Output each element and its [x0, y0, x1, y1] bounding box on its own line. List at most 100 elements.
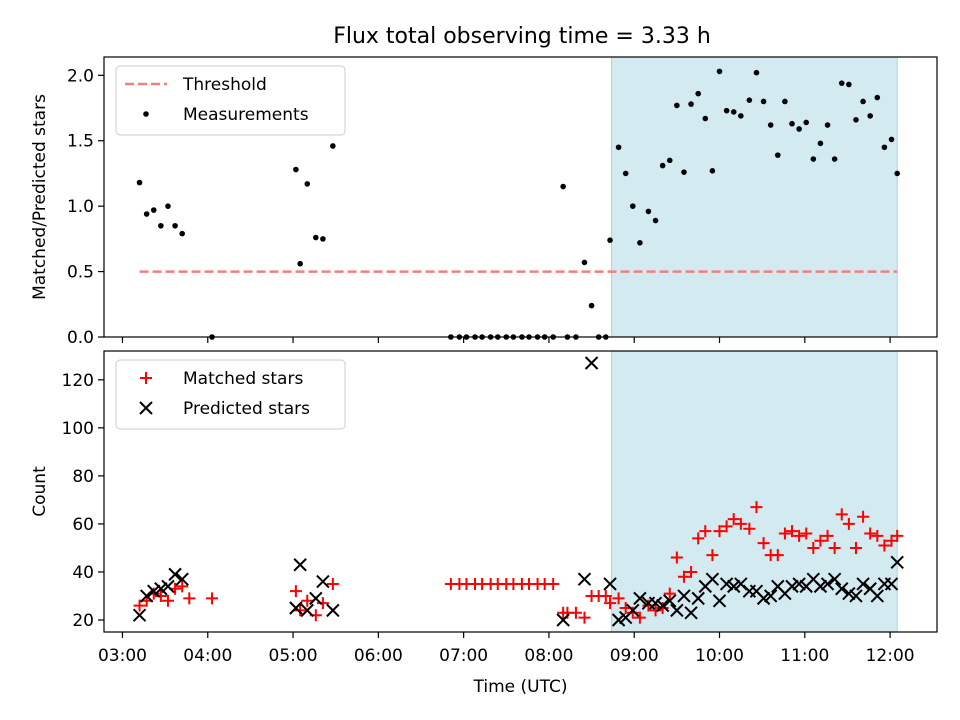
data-point-matched [633, 611, 646, 624]
legend-predicted-swatch [139, 401, 153, 415]
data-point-matched [706, 549, 719, 562]
data-point-matched [720, 520, 733, 533]
data-point-matched [183, 592, 196, 605]
data-point-predicted [603, 577, 617, 591]
data-point-measurement [753, 69, 760, 76]
data-point-measurement [560, 183, 566, 190]
data-point-measurement [588, 302, 595, 309]
data-point-matched [176, 580, 189, 593]
data-point-measurement [774, 152, 781, 158]
data-point-measurement [789, 120, 795, 127]
data-point-measurement [760, 98, 767, 105]
data-point-predicted [727, 579, 741, 594]
data-point-matched [771, 549, 784, 562]
data-point-measurement [688, 101, 694, 107]
data-point-matched [626, 606, 639, 619]
data-point-matched [599, 589, 612, 602]
data-point-measurement [304, 181, 311, 187]
legend-matched-swatch [140, 372, 152, 384]
top-panel-ratio-plot: 0.0 0.5 1.0 1.5 2.0 Matched/Predicted stars Th… [30, 56, 938, 348]
data-point-predicted [785, 579, 799, 594]
series-measurements [136, 68, 900, 340]
y-tick-label: 1.5 [67, 132, 94, 152]
data-point-predicted [792, 577, 806, 591]
data-point-matched [289, 585, 302, 598]
x-tick-label: 03:00 [98, 646, 147, 666]
x-tick-label: 07:00 [439, 646, 488, 666]
data-point-measurement [172, 222, 178, 229]
legend: Threshold Measurements [115, 65, 346, 136]
data-point-matched [663, 587, 676, 600]
data-point-measurement [165, 203, 171, 209]
data-point-measurement [674, 102, 680, 109]
data-point-matched [569, 606, 582, 619]
data-point-predicted [663, 594, 677, 608]
legend-box [115, 359, 346, 430]
data-point-predicted [300, 603, 314, 618]
data-point-matched [807, 541, 820, 554]
data-point-measurement [695, 90, 701, 97]
data-point-predicted [556, 613, 570, 627]
series-matched-stars [133, 501, 904, 624]
data-point-measurement [702, 115, 709, 122]
data-point-predicted [132, 608, 147, 622]
data-point-measurement [666, 157, 673, 164]
data-point-matched [161, 594, 174, 607]
data-point-matched [326, 577, 339, 590]
data-point-measurement [150, 207, 157, 213]
legend: Matched stars Predicted stars [115, 359, 346, 430]
y-tick-label: 100 [62, 419, 94, 439]
x-tick-label: 06:00 [354, 646, 403, 666]
data-point-measurement [622, 170, 629, 177]
shaded-observing-span [610, 56, 898, 338]
x-tick-label: 05:00 [269, 646, 318, 666]
data-point-predicted [763, 589, 778, 603]
data-point-matched [864, 527, 877, 540]
data-point-measurement [888, 136, 895, 143]
data-point-measurement [810, 156, 817, 162]
data-point-predicted [827, 572, 842, 586]
data-point-measurement [874, 94, 881, 101]
axes-frame [103, 56, 938, 338]
x-tick-label: 12:00 [866, 646, 915, 666]
y-tick-label: 120 [62, 371, 94, 391]
data-point-measurement [659, 162, 666, 169]
x-tick-label: 11:00 [780, 646, 829, 666]
data-point-measurement [716, 68, 723, 75]
data-point-matched [692, 532, 705, 545]
data-point-matched [793, 529, 806, 542]
data-point-predicted [584, 356, 599, 370]
data-point-predicted [633, 591, 647, 606]
data-point-matched [727, 513, 740, 526]
data-point-predicted [139, 589, 154, 603]
data-point-predicted [577, 572, 592, 586]
data-point-measurement [330, 143, 336, 149]
data-point-measurement [853, 117, 859, 123]
data-point-matched [649, 604, 662, 617]
data-point-matched [685, 565, 698, 578]
data-point-measurement [730, 109, 737, 115]
data-point-predicted [175, 572, 189, 586]
data-point-matched [849, 541, 862, 554]
data-point-matched [857, 510, 870, 523]
legend-label-matched-stars: Matched stars [183, 369, 303, 389]
data-point-predicted [842, 586, 856, 601]
data-point-predicted [326, 603, 340, 618]
data-point-predicted [691, 591, 705, 606]
data-point-matched [301, 594, 314, 607]
data-point-predicted [289, 601, 303, 615]
data-point-matched [891, 529, 904, 542]
data-point-predicted [677, 589, 691, 603]
legend-label-predicted-stars: Predicted stars [183, 399, 310, 419]
data-point-matched [878, 539, 891, 552]
data-point-predicted [611, 613, 626, 627]
data-point-measurement [652, 217, 659, 224]
x-axis-label: Time (UTC) [473, 677, 568, 697]
x-tick-label: 09:00 [610, 646, 659, 666]
data-point-predicted [705, 572, 720, 586]
data-point-measurement [615, 144, 622, 151]
data-point-measurement [738, 113, 744, 119]
data-point-matched [294, 604, 307, 617]
data-point-matched [814, 534, 827, 547]
